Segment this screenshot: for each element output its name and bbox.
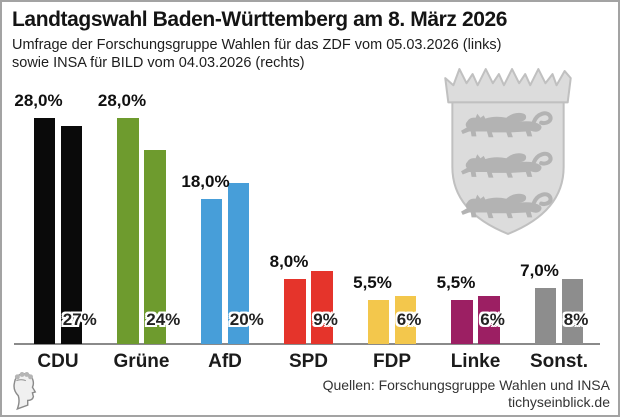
category-label-spd: SPD xyxy=(288,351,329,372)
bar-grne-left xyxy=(117,118,139,344)
bar-fdp-right xyxy=(394,295,417,344)
bar-linke-right xyxy=(478,295,500,344)
subtitle-line-2: sowie INSA für BILD vom 04.03.2026 (rech… xyxy=(12,55,305,71)
bar-afd-right xyxy=(227,182,250,344)
tichys-einblick-logo-icon xyxy=(13,372,37,411)
sources: Quellen: Forschungsgruppe Wahlen und INS… xyxy=(323,377,610,411)
category-label-sonst: Sonst. xyxy=(529,351,589,372)
value-label-linke-right: 6% xyxy=(480,310,505,329)
source-line: Quellen: Forschungsgruppe Wahlen und INS… xyxy=(322,377,610,393)
page-title: Landtagswahl Baden-Württemberg am 8. Mär… xyxy=(12,8,508,31)
x-axis-line xyxy=(14,343,600,345)
bar-sonst-right xyxy=(561,279,584,344)
value-label-sonst-left: 7,0% xyxy=(520,260,559,280)
subtitle: Umfrage der Forschungsgruppe Wahlen für … xyxy=(12,36,501,72)
bar-linke-left xyxy=(451,299,473,344)
value-label-cdu-right: 27% xyxy=(62,310,97,329)
value-label-linke-left: 5,5% xyxy=(436,272,476,292)
value-label-afd-left: 18,0% xyxy=(181,171,230,191)
bar-spd-right xyxy=(311,271,333,344)
value-label-grne-right: 24% xyxy=(146,310,181,329)
baden-wuerttemberg-coat-of-arms-icon xyxy=(444,68,572,236)
value-label-fdp-right: 6% xyxy=(396,310,422,329)
value-label-spd-left: 8,0% xyxy=(269,252,309,272)
bar-grne-right xyxy=(144,150,166,344)
bar-fdp-left xyxy=(367,299,390,344)
bar-afd-left xyxy=(200,198,223,344)
category-label-fdp: FDP xyxy=(373,351,411,372)
category-label-cdu: CDU xyxy=(37,351,79,372)
source-site: tichyseinblick.de xyxy=(508,394,610,410)
bar-spd-left xyxy=(284,279,306,344)
category-label-afd: AfD xyxy=(208,351,242,372)
bar-cdu-left xyxy=(33,118,56,344)
value-label-cdu-left: 28,0% xyxy=(14,91,63,111)
subtitle-line-1: Umfrage der Forschungsgruppe Wahlen für … xyxy=(12,37,502,53)
value-label-afd-right: 20% xyxy=(229,310,264,329)
category-label-grne: Grüne xyxy=(113,351,170,372)
value-label-spd-right: 9% xyxy=(313,310,338,329)
bar-cdu-right xyxy=(60,126,83,344)
category-label-linke: Linke xyxy=(450,351,501,372)
value-label-fdp-left: 5,5% xyxy=(353,272,392,292)
value-label-sonst-right: 8% xyxy=(563,310,589,329)
bar-sonst-left xyxy=(534,287,557,344)
value-label-grne-left: 28,0% xyxy=(97,91,147,111)
